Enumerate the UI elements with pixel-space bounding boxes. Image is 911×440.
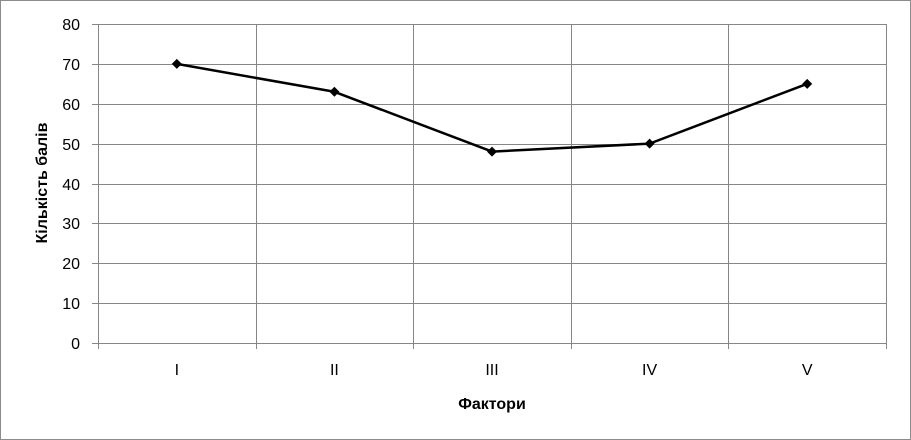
- x-tick-label: IV: [642, 362, 657, 379]
- y-tick-label: 50: [62, 137, 80, 154]
- data-point-marker: [644, 138, 655, 149]
- data-point-marker: [329, 86, 340, 97]
- x-tick-label: I: [175, 362, 179, 379]
- series-line-path: [176, 62, 808, 153]
- y-axis-title: Кількість балів: [34, 122, 51, 243]
- gridlines: [92, 24, 887, 349]
- data-point-marker: [171, 58, 182, 69]
- data-point-marker: [487, 146, 497, 157]
- x-tick-label: V: [802, 362, 813, 379]
- data-point-marker: [802, 78, 813, 89]
- y-tick-label: 10: [62, 296, 80, 313]
- x-tick-label: III: [485, 362, 498, 379]
- y-tick-label: 40: [62, 177, 80, 194]
- y-tick-label: 30: [62, 216, 80, 233]
- y-tick-labels: 0 10 20 30 40 50 60 70 80: [62, 17, 80, 353]
- x-tick-label: II: [330, 362, 339, 379]
- y-tick-label: 70: [62, 57, 80, 74]
- y-tick-label: 20: [62, 256, 80, 273]
- x-axis-title: Фактори: [458, 396, 526, 413]
- y-tick-label: 0: [71, 336, 80, 353]
- x-tick-labels: I II III IV V: [175, 362, 813, 379]
- y-tick-label: 80: [62, 17, 80, 34]
- y-tick-label: 60: [62, 97, 80, 114]
- series-line: [171, 58, 813, 157]
